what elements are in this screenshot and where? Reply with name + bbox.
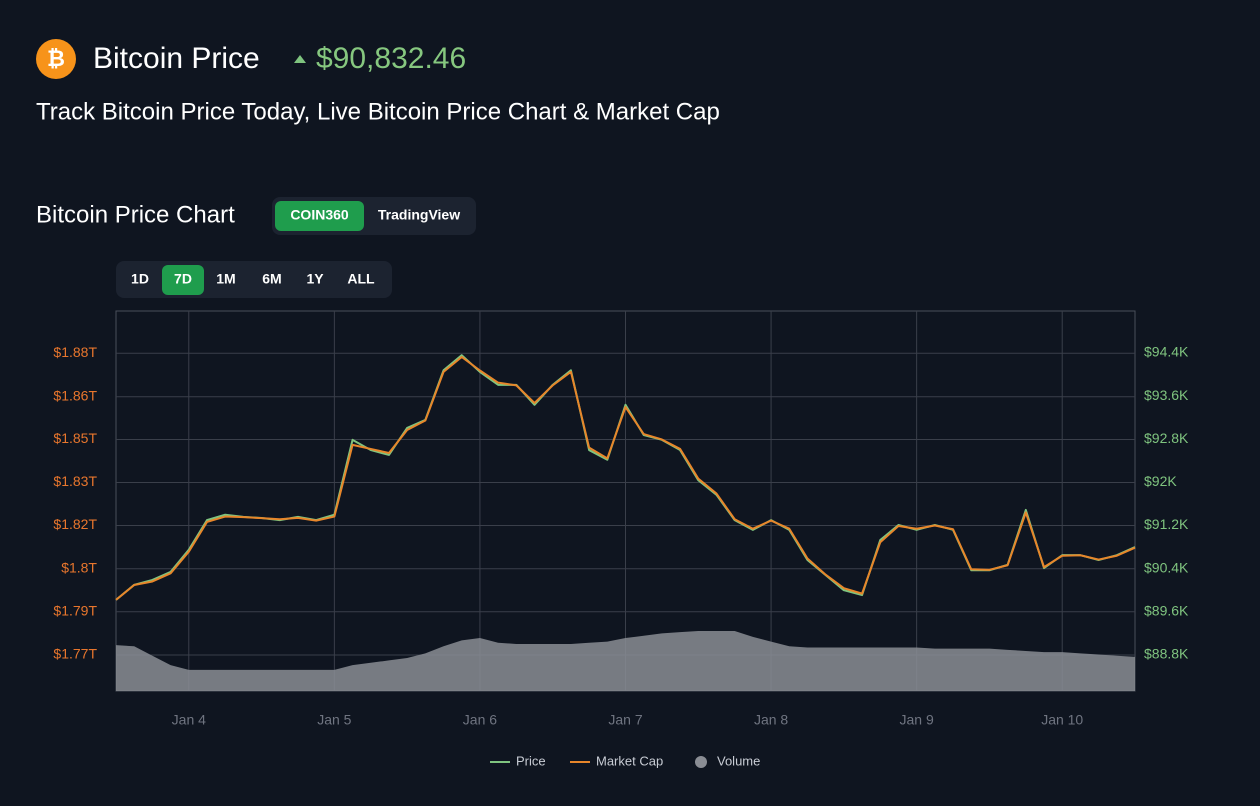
y-tick-label: $1.8T — [61, 559, 97, 575]
series-line — [115, 355, 1136, 601]
source-button[interactable]: TradingView — [378, 207, 460, 223]
price: $90,832.46 — [316, 42, 466, 75]
y-tick-label: $1.88T — [53, 344, 97, 360]
subtitle: Track Bitcoin Price Today, Live Bitcoin … — [36, 98, 720, 125]
section-title: Bitcoin Price Chart — [36, 201, 235, 228]
up-arrow — [294, 55, 306, 63]
y-tick-label: $1.79T — [53, 602, 97, 618]
range-tab[interactable]: 7D — [174, 271, 192, 287]
logo-symbol: ₿ — [47, 46, 65, 71]
y2-tick-label: $93.6K — [1144, 387, 1189, 403]
x-tick-label: Jan 8 — [754, 712, 788, 728]
x-tick-label: Jan 4 — [172, 712, 206, 728]
y2-tick-label: $92.8K — [1144, 430, 1189, 446]
range-tab[interactable]: 1D — [131, 271, 149, 287]
y-tick-label: $1.83T — [53, 473, 97, 489]
y2-tick-label: $92K — [1144, 473, 1177, 489]
y2-tick-label: $88.8K — [1144, 646, 1189, 662]
x-tick-label: Jan 9 — [900, 712, 934, 728]
source-active — [275, 201, 364, 231]
range-tab[interactable]: 6M — [262, 271, 281, 287]
y2-tick-label: $89.6K — [1144, 602, 1189, 618]
x-tick-label: Jan 5 — [317, 712, 351, 728]
y-tick-label: $1.82T — [53, 516, 97, 532]
range-tab[interactable]: ALL — [347, 271, 375, 287]
volume-area — [116, 631, 1135, 691]
y2-tick-label: $90.4K — [1144, 559, 1189, 575]
legend-label[interactable]: Market Cap — [596, 753, 663, 768]
x-tick-label: Jan 10 — [1041, 712, 1083, 728]
x-tick-label: Jan 6 — [463, 712, 497, 728]
legend-swatch — [695, 756, 707, 768]
page-title: Bitcoin Price — [93, 42, 260, 75]
range-tab[interactable]: 1Y — [306, 271, 324, 287]
y-tick-label: $1.85T — [53, 430, 97, 446]
legend-label[interactable]: Volume — [717, 753, 760, 768]
y2-tick-label: $94.4K — [1144, 344, 1189, 360]
legend-label[interactable]: Price — [516, 753, 546, 768]
y-tick-label: $1.86T — [53, 387, 97, 403]
x-tick-label: Jan 7 — [608, 712, 642, 728]
y-tick-label: $1.77T — [53, 646, 97, 662]
range-active — [162, 265, 204, 295]
range-tab[interactable]: 1M — [216, 271, 235, 287]
y2-tick-label: $91.2K — [1144, 516, 1189, 532]
source-button[interactable]: COIN360 — [290, 207, 349, 223]
logo — [36, 39, 76, 79]
